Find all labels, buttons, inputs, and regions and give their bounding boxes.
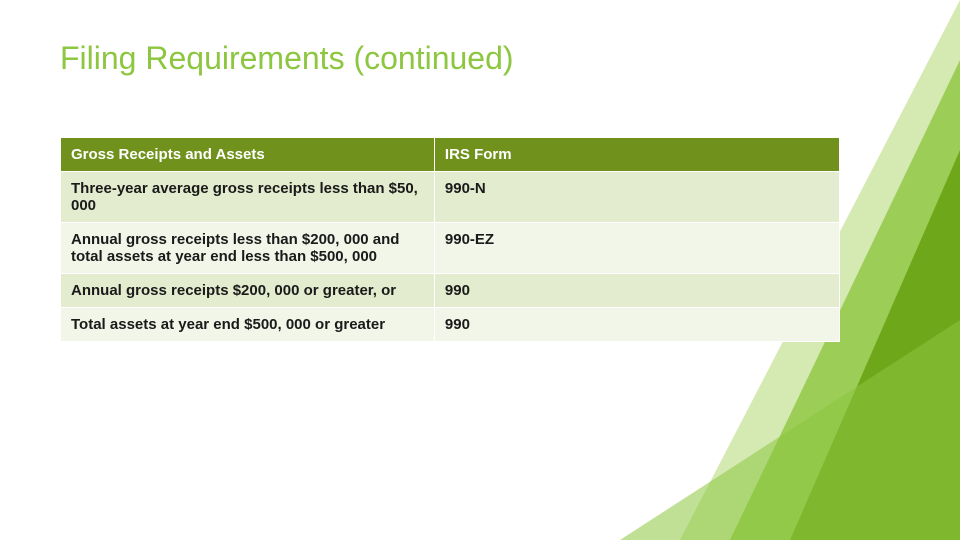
slide: Filing Requirements (continued) Gross Re… <box>0 0 960 540</box>
table-header-cell: Gross Receipts and Assets <box>61 138 435 172</box>
table-cell: Three-year average gross receipts less t… <box>61 172 435 223</box>
table-row: Total assets at year end $500, 000 or gr… <box>61 308 840 342</box>
table-cell: Total assets at year end $500, 000 or gr… <box>61 308 435 342</box>
table-cell: Annual gross receipts $200, 000 or great… <box>61 274 435 308</box>
table-cell: 990-N <box>434 172 839 223</box>
table-cell: Annual gross receipts less than $200, 00… <box>61 223 435 274</box>
table-row: Three-year average gross receipts less t… <box>61 172 840 223</box>
slide-title: Filing Requirements (continued) <box>60 40 900 77</box>
table-cell: 990 <box>434 274 839 308</box>
table-row: Annual gross receipts $200, 000 or great… <box>61 274 840 308</box>
filing-requirements-table: Gross Receipts and Assets IRS Form Three… <box>60 137 840 342</box>
table-header-cell: IRS Form <box>434 138 839 172</box>
table-row: Annual gross receipts less than $200, 00… <box>61 223 840 274</box>
table-cell: 990 <box>434 308 839 342</box>
table-header-row: Gross Receipts and Assets IRS Form <box>61 138 840 172</box>
table-cell: 990-EZ <box>434 223 839 274</box>
